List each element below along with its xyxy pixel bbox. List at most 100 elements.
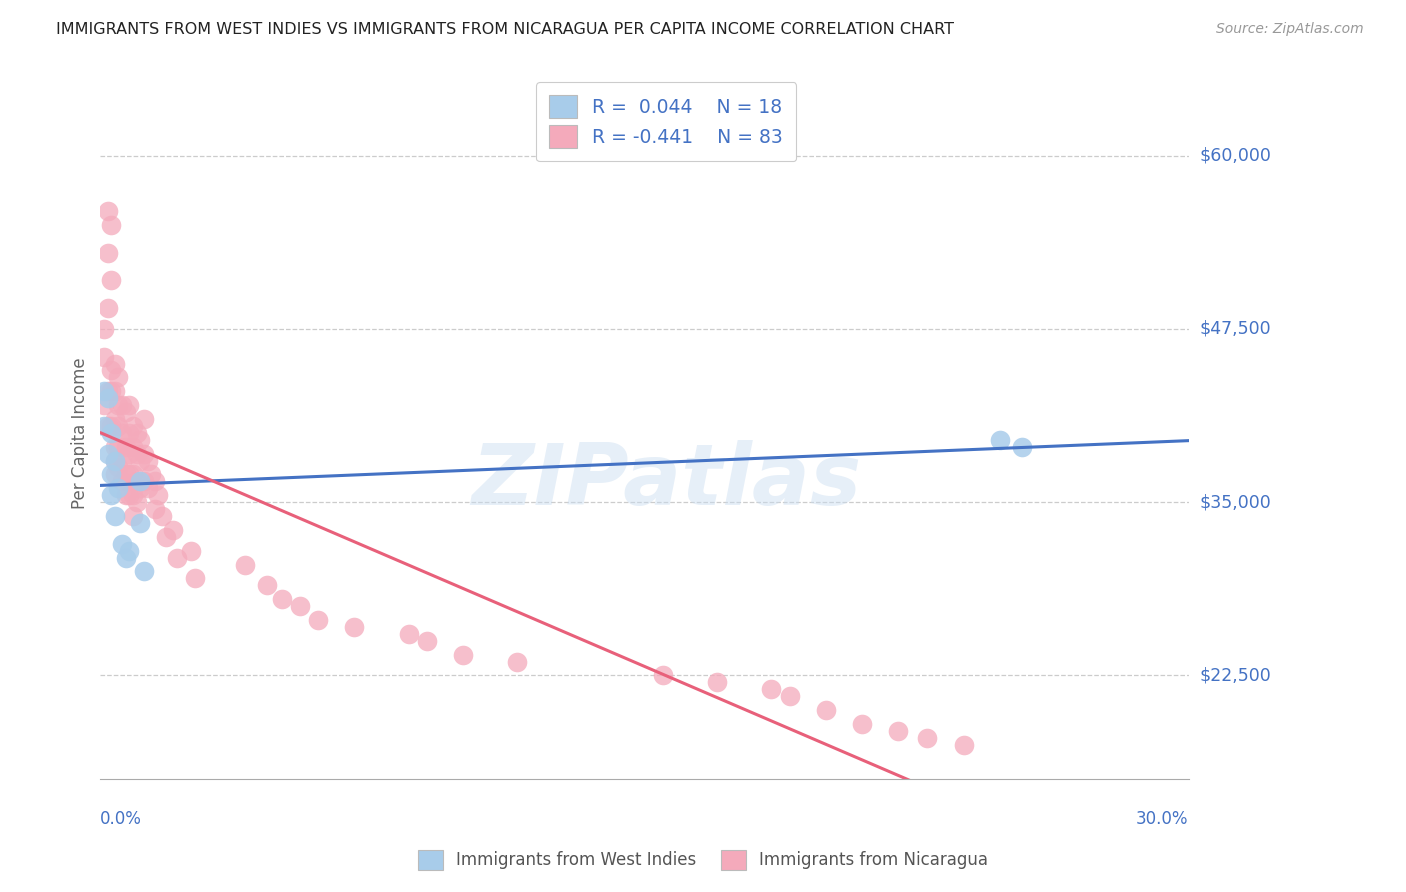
- Point: [100, 425, 122, 440]
- Point: [122, 418, 145, 433]
- Point: [1011, 440, 1033, 454]
- Text: 0.0%: 0.0%: [100, 810, 142, 828]
- Point: [814, 703, 837, 717]
- Point: [129, 481, 152, 495]
- Text: IMMIGRANTS FROM WEST INDIES VS IMMIGRANTS FROM NICARAGUA PER CAPITA INCOME CORRE: IMMIGRANTS FROM WEST INDIES VS IMMIGRANT…: [56, 22, 955, 37]
- Point: [100, 363, 122, 377]
- Legend: R =  0.044    N = 18, R = -0.441    N = 83: R = 0.044 N = 18, R = -0.441 N = 83: [536, 82, 796, 161]
- Point: [129, 433, 152, 447]
- Point: [132, 565, 155, 579]
- Point: [398, 627, 420, 641]
- Point: [97, 384, 120, 399]
- Point: [148, 488, 170, 502]
- Point: [100, 467, 122, 482]
- Point: [761, 682, 783, 697]
- Point: [97, 391, 120, 405]
- Point: [952, 738, 974, 752]
- Point: [107, 398, 129, 412]
- Point: [143, 502, 166, 516]
- Text: $60,000: $60,000: [1199, 146, 1271, 165]
- Point: [107, 440, 129, 454]
- Point: [988, 433, 1011, 447]
- Point: [139, 467, 162, 482]
- Point: [93, 322, 115, 336]
- Point: [416, 633, 439, 648]
- Point: [132, 475, 155, 489]
- Point: [107, 481, 129, 495]
- Point: [851, 717, 873, 731]
- Point: [343, 620, 366, 634]
- Point: [118, 543, 141, 558]
- Point: [118, 398, 141, 412]
- Point: [97, 447, 120, 461]
- Point: [270, 592, 292, 607]
- Point: [122, 508, 145, 523]
- Point: [118, 488, 141, 502]
- Point: [155, 530, 177, 544]
- Point: [162, 523, 184, 537]
- Point: [129, 453, 152, 467]
- Text: Source: ZipAtlas.com: Source: ZipAtlas.com: [1216, 22, 1364, 37]
- Point: [93, 384, 115, 399]
- Point: [104, 508, 127, 523]
- Text: $47,500: $47,500: [1199, 320, 1271, 338]
- Point: [104, 453, 127, 467]
- Point: [122, 467, 145, 482]
- Point: [122, 488, 145, 502]
- Point: [125, 475, 148, 489]
- Point: [114, 467, 136, 482]
- Point: [114, 405, 136, 419]
- Point: [93, 398, 115, 412]
- Point: [104, 357, 127, 371]
- Point: [118, 447, 141, 461]
- Point: [111, 453, 134, 467]
- Point: [706, 675, 728, 690]
- Point: [100, 273, 122, 287]
- Point: [97, 245, 120, 260]
- Point: [183, 571, 205, 585]
- Point: [288, 599, 311, 613]
- Point: [132, 412, 155, 426]
- Point: [129, 516, 152, 530]
- Point: [506, 655, 529, 669]
- Point: [114, 488, 136, 502]
- Point: [100, 488, 122, 502]
- Point: [104, 440, 127, 454]
- Point: [129, 475, 152, 489]
- Point: [651, 668, 673, 682]
- Point: [93, 350, 115, 364]
- Point: [256, 578, 278, 592]
- Y-axis label: Per Capita Income: Per Capita Income: [72, 357, 89, 508]
- Point: [307, 613, 329, 627]
- Text: $35,000: $35,000: [1199, 493, 1271, 511]
- Text: $22,500: $22,500: [1199, 666, 1271, 684]
- Point: [104, 384, 127, 399]
- Point: [125, 447, 148, 461]
- Point: [93, 418, 115, 433]
- Point: [111, 475, 134, 489]
- Point: [114, 550, 136, 565]
- Point: [97, 204, 120, 219]
- Point: [107, 460, 129, 475]
- Point: [118, 467, 141, 482]
- Point: [111, 398, 134, 412]
- Point: [180, 543, 202, 558]
- Text: 30.0%: 30.0%: [1136, 810, 1188, 828]
- Legend: Immigrants from West Indies, Immigrants from Nicaragua: Immigrants from West Indies, Immigrants …: [411, 843, 995, 877]
- Point: [451, 648, 474, 662]
- Point: [887, 723, 910, 738]
- Point: [118, 425, 141, 440]
- Point: [136, 481, 159, 495]
- Point: [107, 418, 129, 433]
- Point: [122, 440, 145, 454]
- Point: [136, 453, 159, 467]
- Point: [235, 558, 257, 572]
- Text: ZIPatlas: ZIPatlas: [471, 440, 862, 523]
- Point: [125, 425, 148, 440]
- Point: [97, 418, 120, 433]
- Point: [114, 440, 136, 454]
- Point: [97, 301, 120, 315]
- Point: [100, 218, 122, 232]
- Point: [107, 370, 129, 384]
- Point: [779, 690, 801, 704]
